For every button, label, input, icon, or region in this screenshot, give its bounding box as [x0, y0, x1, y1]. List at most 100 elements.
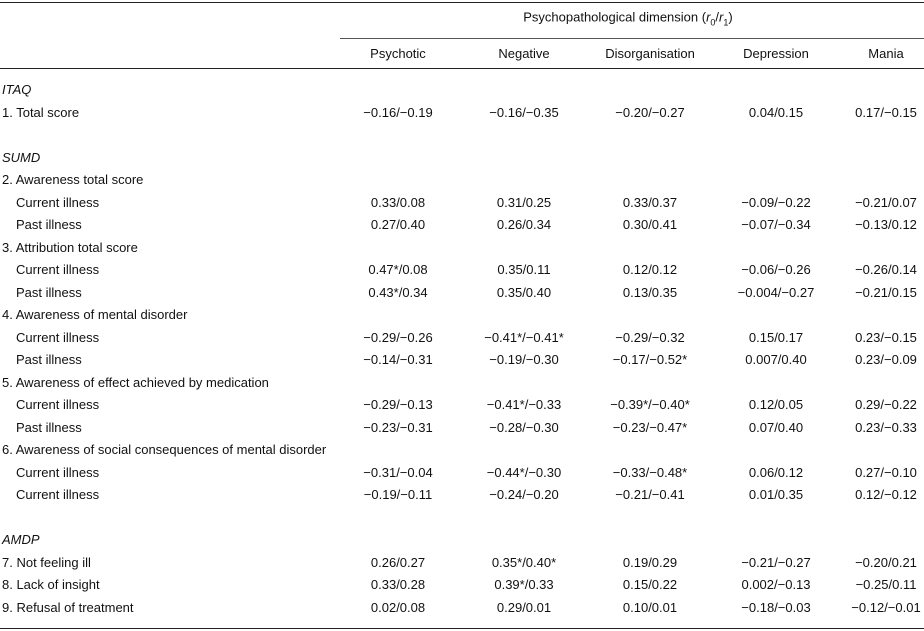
cell: 0.30/0.41	[622, 217, 678, 232]
header-rule	[0, 68, 924, 69]
cell: 0.27/−0.10	[855, 464, 917, 480]
cell: 0.43*/0.34	[368, 284, 428, 300]
spanner-rule	[340, 38, 924, 39]
cell: −0.21/0.15	[855, 284, 917, 300]
spanner-subscript: 1	[723, 17, 729, 28]
column-header: Disorganisation	[605, 46, 695, 61]
sub-row-label: Current illness	[16, 397, 100, 412]
cell: −0.21/−0.27	[741, 554, 811, 570]
cell: −0.29/−0.26	[363, 329, 433, 345]
cell: −0.29/−0.32	[615, 329, 685, 345]
cell: −0.17/−0.52*	[612, 352, 688, 367]
cell: 0.29/−0.22	[855, 397, 917, 412]
cell: −0.26/0.14	[855, 262, 917, 277]
spanner-header: Psychopathological dimension (r0/r1)	[523, 10, 733, 31]
spanner-symbol: r	[719, 9, 724, 25]
cell: 0.12/−0.12	[855, 487, 917, 502]
cell: −0.20/−0.27	[615, 104, 685, 120]
cell: −0.29/−0.13	[363, 397, 433, 412]
top-rule	[0, 2, 924, 3]
sub-row-label: Current illness	[16, 329, 100, 345]
cell: 0.33/0.28	[370, 577, 426, 592]
cell: 0.13/0.35	[622, 284, 678, 300]
cell: −0.14/−0.31	[363, 352, 433, 367]
cell: 0.19/0.29	[622, 554, 678, 570]
cell: 0.01/0.35	[748, 487, 804, 502]
cell: −0.19/−0.30	[489, 352, 559, 367]
sub-row-label: Current illness	[16, 194, 100, 210]
cell: 0.04/0.15	[748, 104, 804, 120]
cell: −0.16/−0.35	[489, 104, 559, 120]
cell: −0.23/−0.47*	[612, 419, 688, 435]
cell: 0.23/−0.33	[855, 419, 917, 435]
cell: −0.28/−0.30	[489, 419, 559, 435]
section-title: AMDP	[2, 532, 40, 547]
sub-row-label: Current illness	[16, 464, 100, 480]
cell: −0.09/−0.22	[741, 194, 811, 210]
group-label: 3. Attribution total score	[2, 239, 138, 255]
cell: −0.16/−0.19	[363, 104, 433, 120]
sub-row-label: Current illness	[16, 487, 100, 502]
row-label: 9. Refusal of treatment	[2, 599, 134, 615]
cell: −0.24/−0.20	[489, 487, 559, 502]
cell: 0.002/−0.13	[741, 577, 811, 592]
cell: 0.15/0.17	[748, 329, 804, 345]
sub-row-label: Past illness	[16, 284, 82, 300]
cell: 0.10/0.01	[622, 599, 678, 615]
cell: 0.06/0.12	[748, 464, 804, 480]
column-header: Depression	[743, 46, 809, 61]
cell: −0.19/−0.11	[363, 487, 433, 502]
cell: −0.39*/−0.40*	[610, 397, 690, 412]
cell: 0.17/−0.15	[855, 104, 917, 120]
cell: −0.33/−0.48*	[612, 464, 688, 480]
column-header: Mania	[868, 46, 904, 61]
cell: 0.35/0.40	[496, 284, 552, 300]
cell: 0.12/0.12	[622, 262, 678, 277]
row-label: 7. Not feeling ill	[2, 554, 91, 570]
cell: 0.23/−0.09	[855, 352, 917, 367]
spanner-text: Psychopathological dimension (	[523, 9, 707, 25]
cell: 0.31/0.25	[496, 194, 552, 210]
sub-row-label: Current illness	[16, 262, 100, 277]
group-label: 5. Awareness of effect achieved by medic…	[2, 374, 269, 390]
bottom-rule	[0, 628, 924, 629]
cell: −0.31/−0.04	[363, 464, 433, 480]
cell: −0.41*/−0.41*	[484, 329, 564, 345]
cell: −0.18/−0.03	[741, 599, 811, 615]
row-label: 8. Lack of insight	[2, 577, 100, 592]
cell: −0.21/0.07	[855, 194, 917, 210]
sub-row-label: Past illness	[16, 217, 82, 232]
cell: −0.21/−0.41	[615, 487, 685, 502]
cell: −0.06/−0.26	[741, 262, 811, 277]
cell: 0.007/0.40	[745, 352, 807, 367]
cell: 0.39*/0.33	[494, 577, 554, 592]
row-label: 1. Total score	[2, 104, 80, 120]
sub-row-label: Past illness	[16, 419, 82, 435]
sub-row-label: Past illness	[16, 352, 82, 367]
section-title: SUMD	[2, 149, 41, 165]
spanner-symbol: r	[706, 9, 711, 25]
cell: −0.20/0.21	[855, 554, 917, 570]
spanner-subscript: 0	[710, 17, 716, 28]
spanner-text: /	[715, 9, 720, 25]
spanner-text: )	[728, 9, 733, 25]
cell: −0.44*/−0.30	[486, 464, 562, 480]
cell: 0.26/0.27	[370, 554, 426, 570]
cell: 0.26/0.34	[496, 217, 552, 232]
cell: 0.12/0.05	[748, 397, 804, 412]
cell: −0.12/−0.01	[851, 599, 921, 615]
column-header: Psychotic	[370, 46, 426, 61]
cell: −0.23/−0.31	[363, 419, 433, 435]
cell: 0.33/0.08	[370, 194, 426, 210]
group-label: 2. Awareness total score	[2, 172, 144, 187]
cell: −0.004/−0.27	[737, 284, 815, 300]
group-label: 4. Awareness of mental disorder	[2, 307, 188, 322]
cell: −0.13/0.12	[855, 217, 917, 232]
column-header: Negative	[498, 46, 550, 61]
cell: 0.15/0.22	[622, 577, 678, 592]
cell: −0.41*/−0.33	[486, 397, 562, 412]
cell: 0.33/0.37	[622, 194, 678, 210]
cell: 0.02/0.08	[370, 599, 426, 615]
group-label: 6. Awareness of social consequences of m…	[2, 442, 327, 457]
